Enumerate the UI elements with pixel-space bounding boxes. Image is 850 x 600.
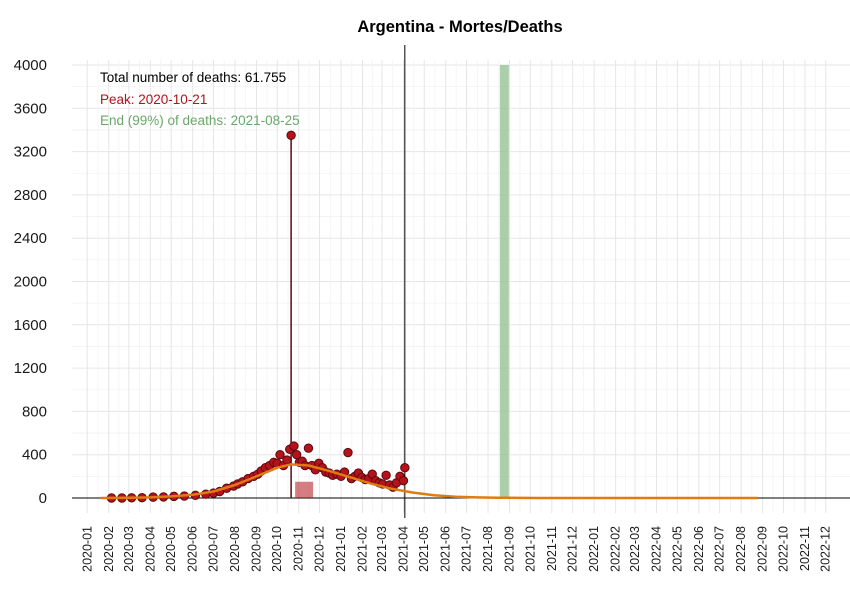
data-point (400, 462, 410, 473)
x-tick-label: 2022-04 (650, 526, 664, 572)
fit-curve (100, 463, 758, 500)
x-tick-label: 2021-06 (439, 526, 453, 572)
y-tick-label: 400 (22, 447, 47, 464)
x-tick-label: 2020-05 (164, 526, 178, 572)
x-tick-label: 2021-08 (481, 526, 495, 572)
x-tick-label: 2021-07 (460, 526, 474, 572)
x-tick-label: 2022-08 (734, 526, 748, 572)
x-tick-label: 2022-12 (819, 526, 833, 572)
x-tick-label: 2022-02 (609, 526, 623, 572)
x-tick-label: 2020-12 (313, 526, 327, 572)
x-tick-label: 2022-03 (628, 526, 642, 572)
x-tick-label: 2021-11 (545, 526, 559, 571)
end-band (499, 65, 509, 498)
x-tick-label: 2021-09 (503, 526, 517, 572)
y-tick-label: 1200 (14, 360, 47, 377)
x-tick-label: 2021-01 (334, 526, 348, 572)
data-points (106, 130, 410, 503)
chart-title: Argentina - Mortes/Deaths (357, 18, 562, 36)
data-point (381, 470, 391, 480)
x-tick-label: 2020-10 (270, 526, 284, 572)
grid-lines (72, 60, 850, 513)
y-tick-label: 800 (22, 403, 47, 420)
x-tick-label: 2020-03 (122, 526, 136, 572)
x-tick-label: 2020-08 (228, 526, 242, 572)
x-tick-label: 2021-03 (375, 526, 389, 572)
x-tick-label: 2022-01 (587, 526, 601, 572)
x-tick-label: 2022-10 (776, 526, 790, 572)
data-point (282, 455, 292, 465)
x-tick-labels: 2020-01 2020-02 2020-03 2020-04 2020-05 2020-… (80, 526, 832, 572)
x-tick-label: 2020-04 (143, 526, 157, 572)
y-tick-label: 0 (39, 490, 47, 507)
y-tick-labels: 0 400 800 1200 1600 2000 2400 2800 3200 3600 4000 (14, 57, 47, 507)
data-point (289, 441, 299, 451)
x-tick-label: 2020-01 (80, 526, 94, 572)
data-point (343, 447, 353, 458)
data-point (286, 130, 296, 141)
x-tick-label: 2020-09 (249, 526, 263, 572)
y-tick-label: 3200 (14, 144, 47, 161)
fit-line (100, 463, 758, 500)
peak-annotation: Peak: 2020-10-21 (100, 92, 207, 107)
data-point (275, 450, 285, 460)
y-tick-label: 2400 (14, 230, 47, 247)
y-tick-label: 3600 (14, 100, 47, 117)
x-tick-label: 2020-07 (206, 526, 220, 572)
x-tick-label: 2020-02 (102, 526, 116, 572)
x-tick-label: 2020-06 (186, 526, 200, 572)
data-point (303, 443, 314, 453)
x-tick-label: 2020-11 (292, 526, 306, 571)
end-annotation: End (99%) of deaths: 2021-08-25 (100, 113, 300, 128)
x-tick-label: 2022-11 (798, 526, 812, 571)
x-tick-label: 2021-12 (566, 526, 580, 572)
x-tick-label: 2022-06 (692, 526, 706, 572)
x-tick-label: 2021-10 (523, 526, 537, 572)
y-tick-label: 4000 (14, 57, 47, 74)
total-deaths-annotation: Total number of deaths: 61.755 (100, 70, 286, 85)
y-tick-label: 1600 (14, 317, 47, 334)
x-tick-label: 2022-05 (670, 526, 684, 572)
data-point (398, 475, 409, 486)
x-tick-label: 2021-02 (356, 526, 370, 572)
y-tick-label: 2800 (14, 187, 47, 204)
x-tick-label: 2021-05 (417, 526, 431, 572)
peak-area (295, 481, 314, 498)
x-tick-label: 2021-04 (396, 526, 410, 572)
x-tick-label: 2022-07 (713, 526, 727, 572)
y-tick-label: 2000 (14, 274, 47, 291)
x-tick-label: 2022-09 (756, 526, 770, 572)
end-band-rect (499, 65, 509, 498)
